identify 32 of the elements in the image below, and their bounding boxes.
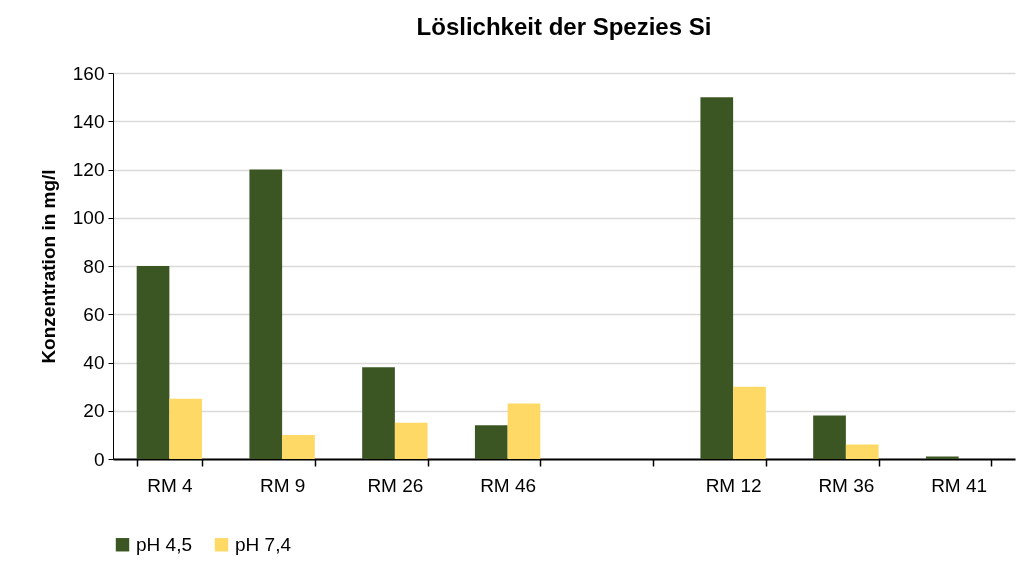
y-tick-label: 20 [83, 400, 105, 422]
y-tick-label: 40 [83, 352, 105, 373]
legend-label: pH 4,5 [136, 533, 192, 555]
bar [474, 425, 508, 459]
x-tick-label: RM 9 [259, 474, 306, 496]
bar [733, 386, 766, 459]
x-tick-label: RM 12 [705, 474, 762, 496]
bar [282, 434, 315, 459]
bar [394, 422, 428, 459]
x-tick-label: RM 4 [147, 474, 193, 496]
bar [700, 97, 734, 459]
chart-title: Löslichkeit der Spezies Si [416, 13, 712, 40]
bar [169, 398, 203, 459]
y-tick-label: 100 [72, 207, 105, 229]
x-tick-label: RM 36 [818, 474, 875, 496]
x-tick-label: RM 46 [480, 474, 537, 496]
legend-label: pH 7,4 [235, 533, 292, 555]
y-tick-label: 140 [72, 110, 105, 132]
y-axis-title: Konzentration in mg/l [37, 169, 59, 364]
y-tick-label: 160 [72, 62, 105, 84]
bar [249, 169, 283, 459]
y-tick-label: 80 [83, 255, 105, 277]
y-tick-label: 60 [83, 303, 105, 325]
x-tick-label: RM 26 [367, 474, 424, 496]
y-tick-label: 120 [72, 159, 105, 180]
bar [362, 367, 395, 459]
bar [845, 444, 879, 459]
bar [507, 403, 541, 459]
x-tick-label: RM 41 [931, 474, 988, 496]
bar [813, 415, 846, 459]
y-tick-label: 0 [93, 448, 105, 470]
bar [136, 266, 170, 459]
